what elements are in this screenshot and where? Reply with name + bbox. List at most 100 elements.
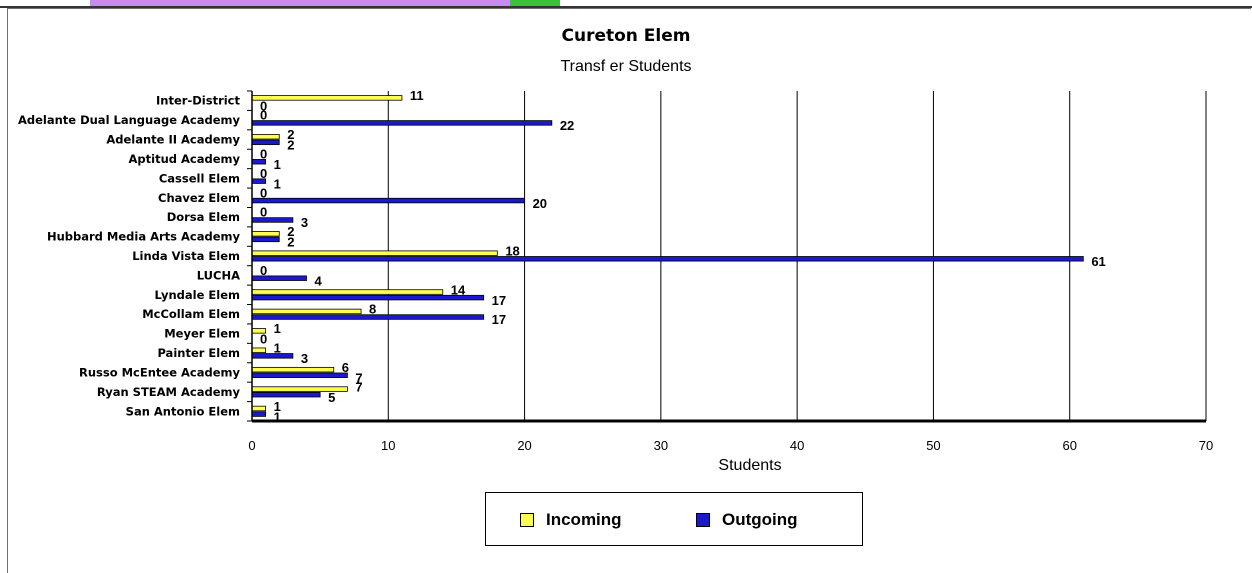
- data-label-incoming: 0: [260, 108, 267, 123]
- top-strip-decor: [0, 0, 1252, 8]
- category-label: Adelante Dual Language Academy: [18, 113, 241, 127]
- bar-incoming: [251, 405, 267, 412]
- x-tick-label: 10: [381, 438, 395, 453]
- x-tick-label: 50: [926, 438, 940, 453]
- bar-outgoing: [251, 256, 1084, 262]
- category-label: Hubbard Media Arts Academy: [47, 230, 241, 244]
- bar-incoming: [251, 250, 498, 256]
- category-label: Aptitud Academy: [129, 152, 241, 166]
- data-label-outgoing: 2: [287, 138, 294, 153]
- x-tick-label: 40: [790, 438, 804, 453]
- data-label-outgoing: 17: [492, 293, 506, 308]
- x-tick-label: 20: [517, 438, 531, 453]
- data-label-incoming: 0: [260, 185, 267, 200]
- bar-outgoing: [251, 139, 280, 146]
- data-label-incoming: 7: [355, 379, 362, 394]
- data-label-outgoing: 1: [274, 176, 281, 191]
- chart-frame: [7, 8, 1251, 573]
- data-label-outgoing: 1: [274, 409, 281, 424]
- legend-swatch-incoming: [520, 513, 534, 527]
- category-label: LUCHA: [197, 268, 240, 282]
- bar-incoming: [251, 308, 362, 315]
- category-label: McCollam Elem: [142, 307, 240, 321]
- bar-outgoing: [251, 372, 348, 378]
- legend-swatch-outgoing: [696, 513, 710, 527]
- data-label-incoming: 1: [274, 341, 281, 356]
- data-label-outgoing: 1: [274, 157, 281, 172]
- strip-green: [510, 0, 560, 6]
- data-label-outgoing: 2: [287, 235, 294, 250]
- data-label-incoming: 0: [260, 146, 267, 161]
- data-label-incoming: 8: [369, 302, 376, 317]
- data-label-outgoing: 3: [301, 351, 308, 366]
- data-label-outgoing: 5: [328, 390, 335, 405]
- data-label-incoming: 0: [260, 263, 267, 278]
- x-tick-label: 70: [1199, 438, 1213, 453]
- bar-incoming: [251, 366, 335, 373]
- bar-outgoing: [251, 236, 280, 243]
- category-label: Adelante II Academy: [106, 133, 240, 147]
- legend-label-incoming: Incoming: [546, 510, 622, 529]
- bar-incoming: [251, 231, 280, 237]
- data-label-outgoing: 3: [301, 215, 308, 230]
- data-label-outgoing: 17: [492, 312, 506, 327]
- category-label: Ryan STEAM Academy: [97, 385, 241, 399]
- strip-purple: [90, 0, 510, 6]
- legend-label-outgoing: Outgoing: [722, 510, 798, 529]
- bar-incoming: [251, 95, 403, 101]
- category-label: Cassell Elem: [159, 171, 240, 185]
- chart-title: Cureton Elem: [561, 26, 691, 46]
- bar-outgoing: [251, 411, 267, 417]
- bar-incoming: [251, 289, 444, 295]
- bar-outgoing: [251, 275, 307, 281]
- data-label-incoming: 6: [342, 360, 349, 375]
- bar-incoming: [251, 347, 267, 353]
- chart-subtitle: Transf er Students: [560, 58, 692, 75]
- data-label-incoming: 1: [274, 399, 281, 414]
- category-label: Painter Elem: [157, 346, 240, 360]
- bar-outgoing: [251, 391, 321, 398]
- bar-outgoing: [251, 197, 525, 204]
- x-tick-label: 30: [654, 438, 668, 453]
- x-tick-label: 0: [248, 438, 255, 453]
- category-label: Russo McEntee Academy: [79, 365, 241, 379]
- strip-line: [0, 6, 1252, 8]
- category-label: Meyer Elem: [164, 327, 240, 341]
- data-label-outgoing: 0: [260, 99, 267, 114]
- bar-outgoing: [251, 294, 485, 301]
- data-label-incoming: 2: [287, 224, 294, 239]
- category-label: Chavez Elem: [158, 191, 240, 205]
- data-label-outgoing: 61: [1091, 254, 1105, 269]
- data-label-incoming: 0: [260, 205, 267, 220]
- category-label: San Antonio Elem: [126, 404, 240, 418]
- category-label: Inter-District: [156, 94, 240, 108]
- data-label-outgoing: 0: [260, 332, 267, 347]
- x-axis-label: Students: [718, 457, 782, 474]
- top-strip: [0, 0, 1252, 8]
- bar-outgoing: [251, 120, 553, 126]
- x-tick-label: 60: [1062, 438, 1076, 453]
- data-label-outgoing: 20: [533, 196, 547, 211]
- data-label-incoming: 1: [274, 321, 281, 336]
- data-label-incoming: 0: [260, 166, 267, 181]
- data-label-incoming: 14: [451, 282, 466, 297]
- data-label-outgoing: 7: [355, 370, 362, 385]
- category-label: Linda Vista Elem: [132, 249, 240, 263]
- data-label-incoming: 18: [505, 244, 519, 259]
- bar-outgoing: [251, 217, 294, 223]
- data-label-incoming: 2: [287, 127, 294, 142]
- category-label: Lyndale Elem: [154, 288, 240, 302]
- bar-outgoing: [251, 178, 267, 184]
- data-label-outgoing: 22: [560, 118, 574, 133]
- chart-legend: Incoming Outgoing: [485, 492, 863, 546]
- data-label-incoming: 11: [410, 88, 424, 103]
- bar-incoming: [251, 134, 280, 140]
- bar-outgoing: [251, 314, 485, 320]
- category-label: Dorsa Elem: [167, 210, 240, 224]
- legend-item-incoming: Incoming: [520, 510, 622, 530]
- data-label-outgoing: 4: [315, 273, 323, 288]
- bar-outgoing: [251, 159, 267, 165]
- legend-item-outgoing: Outgoing: [696, 510, 798, 530]
- bar-outgoing: [251, 353, 294, 359]
